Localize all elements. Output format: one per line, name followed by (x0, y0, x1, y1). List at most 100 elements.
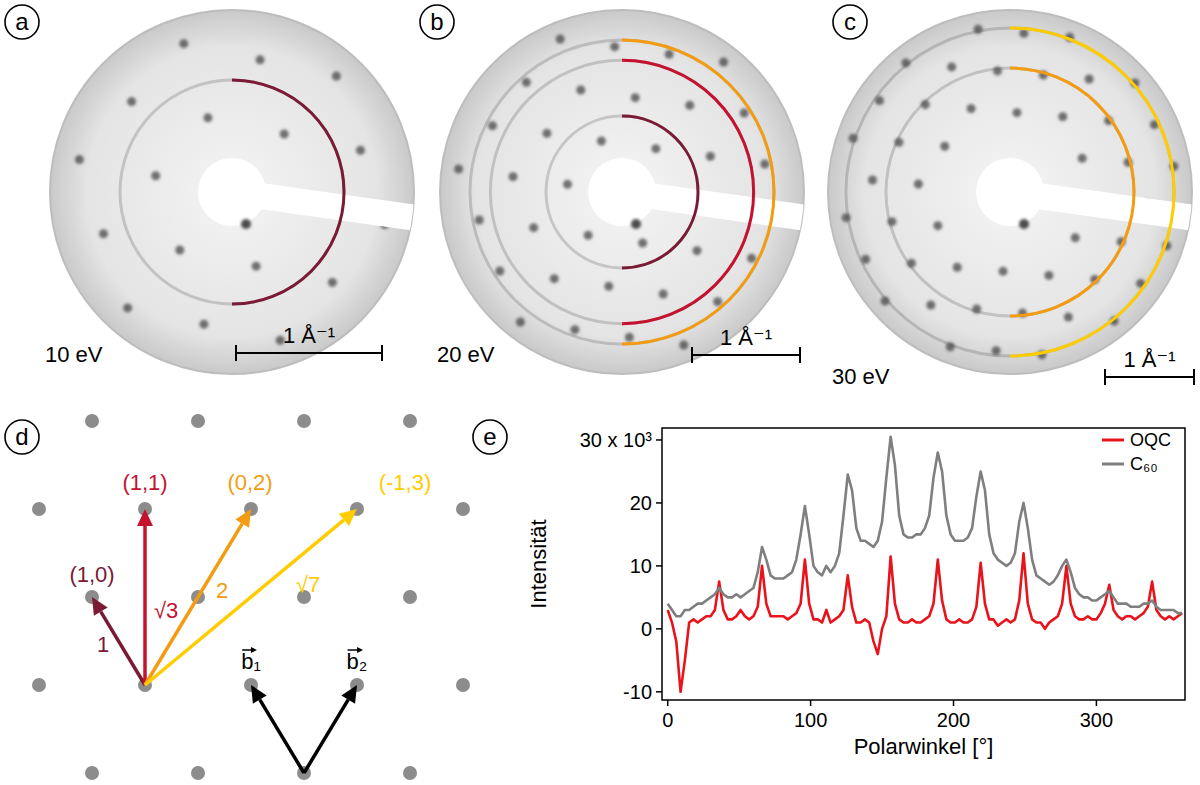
gun-shadow (588, 158, 656, 226)
leed-spot (550, 274, 559, 283)
leed-spot (914, 179, 923, 188)
leed-spot (685, 101, 694, 110)
y-tick (656, 502, 662, 504)
scale-bar-end (691, 347, 693, 363)
x-tick-label: 200 (937, 709, 970, 731)
leed-spot (332, 72, 341, 81)
vector-length: √7 (296, 572, 320, 597)
panel-letter: d (15, 423, 28, 450)
leed-spot (495, 267, 504, 276)
scale-bar (692, 354, 800, 356)
leed-spot (203, 113, 212, 122)
leed-spot (1012, 108, 1021, 117)
y-tick-label: 20 (630, 492, 652, 514)
leed-spot (665, 50, 674, 59)
y-tick (656, 439, 662, 441)
y-tick-label: 10 (630, 555, 652, 577)
arrow-head (137, 509, 153, 526)
scale-label: 1 Å⁻¹ (1124, 347, 1176, 372)
arrow-head (341, 685, 357, 704)
series-line (668, 437, 1182, 616)
leed-spot (516, 318, 525, 327)
x-tick-label: 0 (662, 709, 673, 731)
x-tick (667, 700, 669, 706)
vector-length: √3 (154, 598, 178, 623)
ring-arc (622, 60, 754, 323)
leed-spot (631, 219, 641, 229)
lattice-point (403, 590, 417, 604)
leed-spot (356, 146, 365, 155)
leed-image (454, 35, 824, 350)
leed-spot (529, 223, 538, 232)
leed-spot (256, 55, 265, 64)
legend-label: OQC (1130, 430, 1171, 450)
lattice-diagram: (1,0)1(1,1)√3(0,2)2(-1,3)√7b₁b₂ (32, 414, 470, 780)
scale-label: 1 Å⁻¹ (720, 325, 772, 350)
gun-shadow (976, 158, 1044, 226)
basis-vector (260, 700, 304, 773)
arrow-head (339, 509, 357, 526)
leed-ring (846, 28, 1174, 356)
scale-label: 1 Å⁻¹ (283, 323, 335, 348)
leed-image (75, 39, 434, 345)
x-tick (953, 700, 955, 706)
arrow-head (235, 509, 251, 528)
y-tick-label: 0 (641, 618, 652, 640)
arrow-head (92, 597, 108, 616)
leed-spot (556, 35, 565, 44)
series-group (668, 437, 1182, 692)
leed-spot (1044, 271, 1053, 280)
lattice-point (32, 678, 46, 692)
leed-spot (713, 297, 722, 306)
ring-arc (232, 80, 344, 304)
y-tick (656, 691, 662, 693)
lattice-point (297, 414, 311, 428)
leed-screen (828, 10, 1192, 374)
ring-arc (622, 40, 774, 344)
leed-spot (947, 62, 956, 71)
lattice-point (32, 502, 46, 516)
ring-arc (1010, 68, 1134, 316)
leed-image (842, 25, 1200, 360)
lattice-point (191, 414, 205, 428)
leed-spot (933, 221, 942, 230)
leed-spot (719, 57, 728, 66)
scale-bar-end (1193, 369, 1195, 385)
y-tick-label: -10 (623, 681, 652, 703)
panel-letter: a (15, 8, 29, 35)
leed-spot (1085, 74, 1094, 83)
leed-spot (999, 267, 1008, 276)
panel-letter: e (483, 423, 496, 450)
lattice-point (403, 766, 417, 780)
panel-badge (473, 420, 507, 454)
y-tick-label: 30 x 10³ (580, 429, 653, 451)
leed-spot (940, 142, 949, 151)
y-tick (656, 628, 662, 630)
leed-spot (610, 42, 619, 51)
leed-spot (199, 320, 208, 329)
figure: 1 Å⁻¹10 eVa1 Å⁻¹20 eVb1 Å⁻¹30 eVc(1,0)1(… (0, 0, 1200, 785)
leed-ring (470, 40, 774, 344)
scale-bar-end (381, 345, 383, 361)
lattice-point (456, 502, 470, 516)
leed-screen (50, 10, 414, 374)
leed-spot (953, 263, 962, 272)
basis-label: b₂ (347, 649, 368, 674)
vector-label: (1,0) (69, 562, 114, 587)
leed-spot (638, 238, 647, 247)
scale-bar-end (235, 345, 237, 361)
leed-spot (488, 121, 497, 130)
leed-spot (926, 301, 935, 310)
energy-label: 30 eV (832, 364, 890, 389)
reciprocal-vector (145, 520, 344, 685)
legend-label: C₆₀ (1130, 454, 1158, 474)
leed-spot (604, 282, 613, 291)
leed-spot (570, 325, 579, 334)
x-tick-label: 100 (794, 709, 827, 731)
leed-spot (740, 108, 749, 117)
scale-bar-end (799, 347, 801, 363)
panel-badge (420, 5, 454, 39)
leed-spot (659, 289, 668, 298)
gun-shadow (198, 158, 266, 226)
leed-spot (868, 175, 877, 184)
